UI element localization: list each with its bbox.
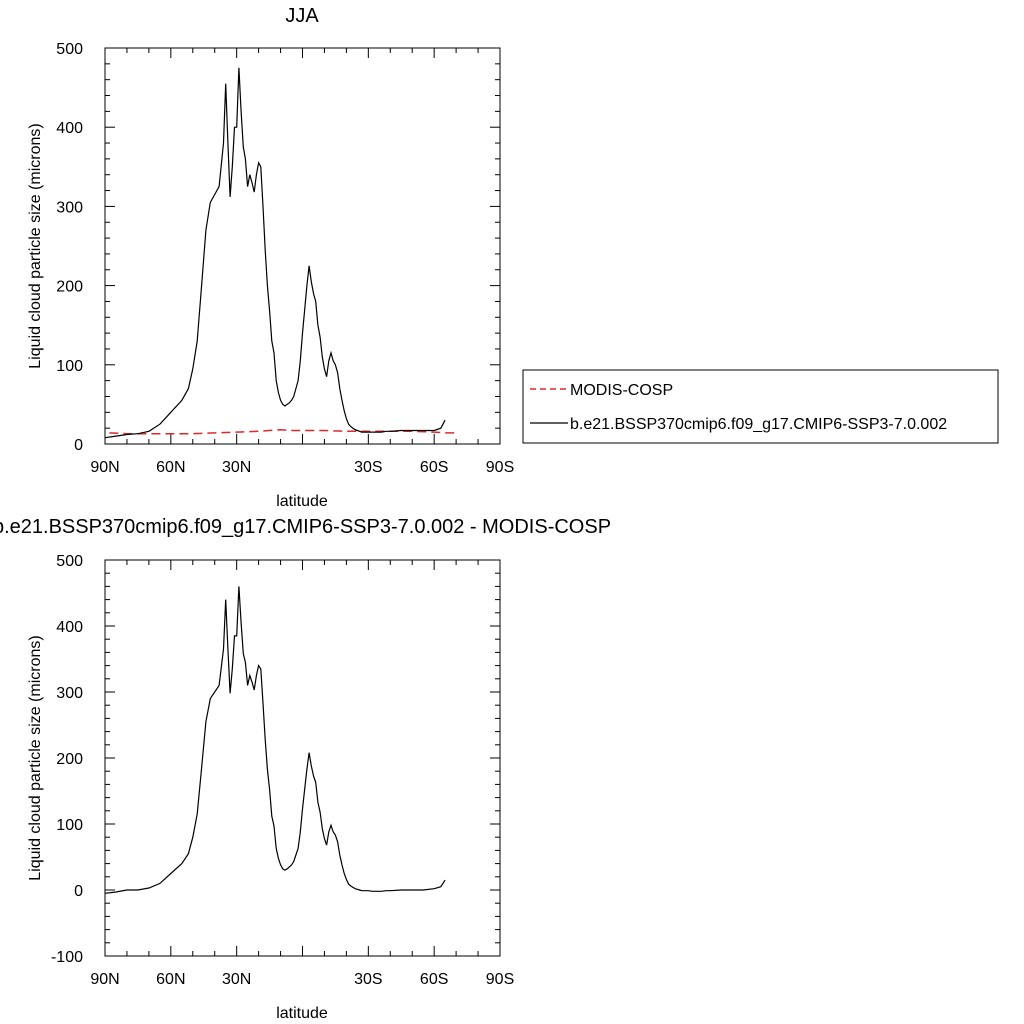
top-plot-frame xyxy=(104,47,501,445)
x-tick-label: 30N xyxy=(222,459,251,476)
x-tick-label: 60N xyxy=(156,459,185,476)
top-x-axis-label: latitude xyxy=(276,493,328,510)
x-tick-label: 60S xyxy=(420,459,448,476)
y-tick-label: 200 xyxy=(56,279,83,296)
top-y-axis: 0 100 200 300 400 500 xyxy=(56,41,500,454)
y-tick-label: 300 xyxy=(56,199,83,216)
x-tick-label: 90N xyxy=(90,459,119,476)
top-chart-title: JJA xyxy=(285,5,319,27)
y-tick-label: 200 xyxy=(56,751,83,768)
x-tick-label: 90S xyxy=(486,459,514,476)
legend-box xyxy=(522,369,999,444)
y-tick-label: 100 xyxy=(56,358,83,375)
y-tick-label: 400 xyxy=(56,619,83,636)
bottom-x-axis: 90N 60N 30N 30S 60S 90S xyxy=(90,560,514,988)
y-tick-label: 300 xyxy=(56,685,83,702)
x-tick-label: 60S xyxy=(420,971,448,988)
bottom-panel: b.e21.BSSP370cmip6.f09_g17.CMIP6-SSP3-7.… xyxy=(0,516,611,1022)
bottom-x-axis-label: latitude xyxy=(276,1005,328,1022)
bottom-y-axis: -100 0 100 200 300 400 500 xyxy=(51,553,500,966)
bottom-series-lines xyxy=(104,586,446,894)
top-series-lines xyxy=(104,67,457,439)
top-x-axis: 90N 60N 30N 30S 60S 90S xyxy=(90,48,514,476)
y-tick-label: 0 xyxy=(74,437,83,454)
series-line-model xyxy=(104,586,446,894)
bottom-chart-title: b.e21.BSSP370cmip6.f09_g17.CMIP6-SSP3-7.… xyxy=(0,516,611,538)
x-tick-label: 30N xyxy=(222,971,251,988)
legend: MODIS-COSP b.e21.BSSP370cmip6.f09_g17.CM… xyxy=(522,369,999,444)
x-tick-label: 60N xyxy=(156,971,185,988)
legend-label-model: b.e21.BSSP370cmip6.f09_g17.CMIP6-SSP3-7.… xyxy=(570,416,947,433)
y-tick-label: -100 xyxy=(51,949,83,966)
series-line-model xyxy=(104,67,446,439)
y-tick-label: 400 xyxy=(56,120,83,137)
y-tick-label: 500 xyxy=(56,41,83,58)
series-line-modis xyxy=(109,428,457,435)
x-tick-label: 30S xyxy=(354,459,382,476)
bottom-plot-frame xyxy=(104,559,501,957)
y-tick-label: 500 xyxy=(56,553,83,570)
legend-label-modis: MODIS-COSP xyxy=(570,382,673,399)
y-tick-label: 100 xyxy=(56,817,83,834)
bottom-y-axis-label: Liquid cloud particle size (microns) xyxy=(27,635,44,880)
x-tick-label: 90N xyxy=(90,971,119,988)
x-tick-label: 30S xyxy=(354,971,382,988)
x-tick-label: 90S xyxy=(486,971,514,988)
y-tick-label: 0 xyxy=(74,883,83,900)
top-y-axis-label: Liquid cloud particle size (microns) xyxy=(27,123,44,368)
